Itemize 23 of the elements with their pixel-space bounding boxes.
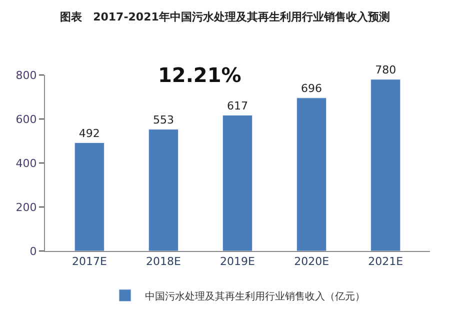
bar: [74, 142, 104, 251]
data-label: 696: [301, 82, 322, 95]
y-tick-label: 600: [16, 112, 37, 126]
x-tick-label: 2018E: [146, 255, 181, 268]
legend-label: 中国污水处理及其再生利用行业销售收入（亿元）: [145, 290, 365, 302]
bar: [148, 129, 179, 251]
bar: [222, 115, 253, 251]
x-tick-label: 2019E: [220, 255, 256, 268]
x-tick-label: 2020E: [294, 255, 330, 268]
data-label: 492: [78, 126, 100, 140]
data-label: 553: [152, 113, 174, 126]
x-tick-label: 2017E: [72, 255, 107, 268]
data-label: 617: [227, 99, 248, 112]
data-label: 780: [375, 63, 396, 76]
x-tick-label: 2021E: [368, 255, 404, 268]
y-tick-label: 400: [16, 156, 37, 170]
bar: [296, 98, 327, 251]
y-tick-label: 200: [16, 200, 37, 214]
annotation: 12.21%: [158, 63, 242, 87]
bar: [370, 79, 401, 251]
chart-title: 图表 2017-2021年中国污水处理及其再生利用行业销售收入预测: [60, 10, 390, 24]
y-tick-label: 800: [16, 68, 37, 82]
y-tick-label: 0: [30, 244, 37, 258]
